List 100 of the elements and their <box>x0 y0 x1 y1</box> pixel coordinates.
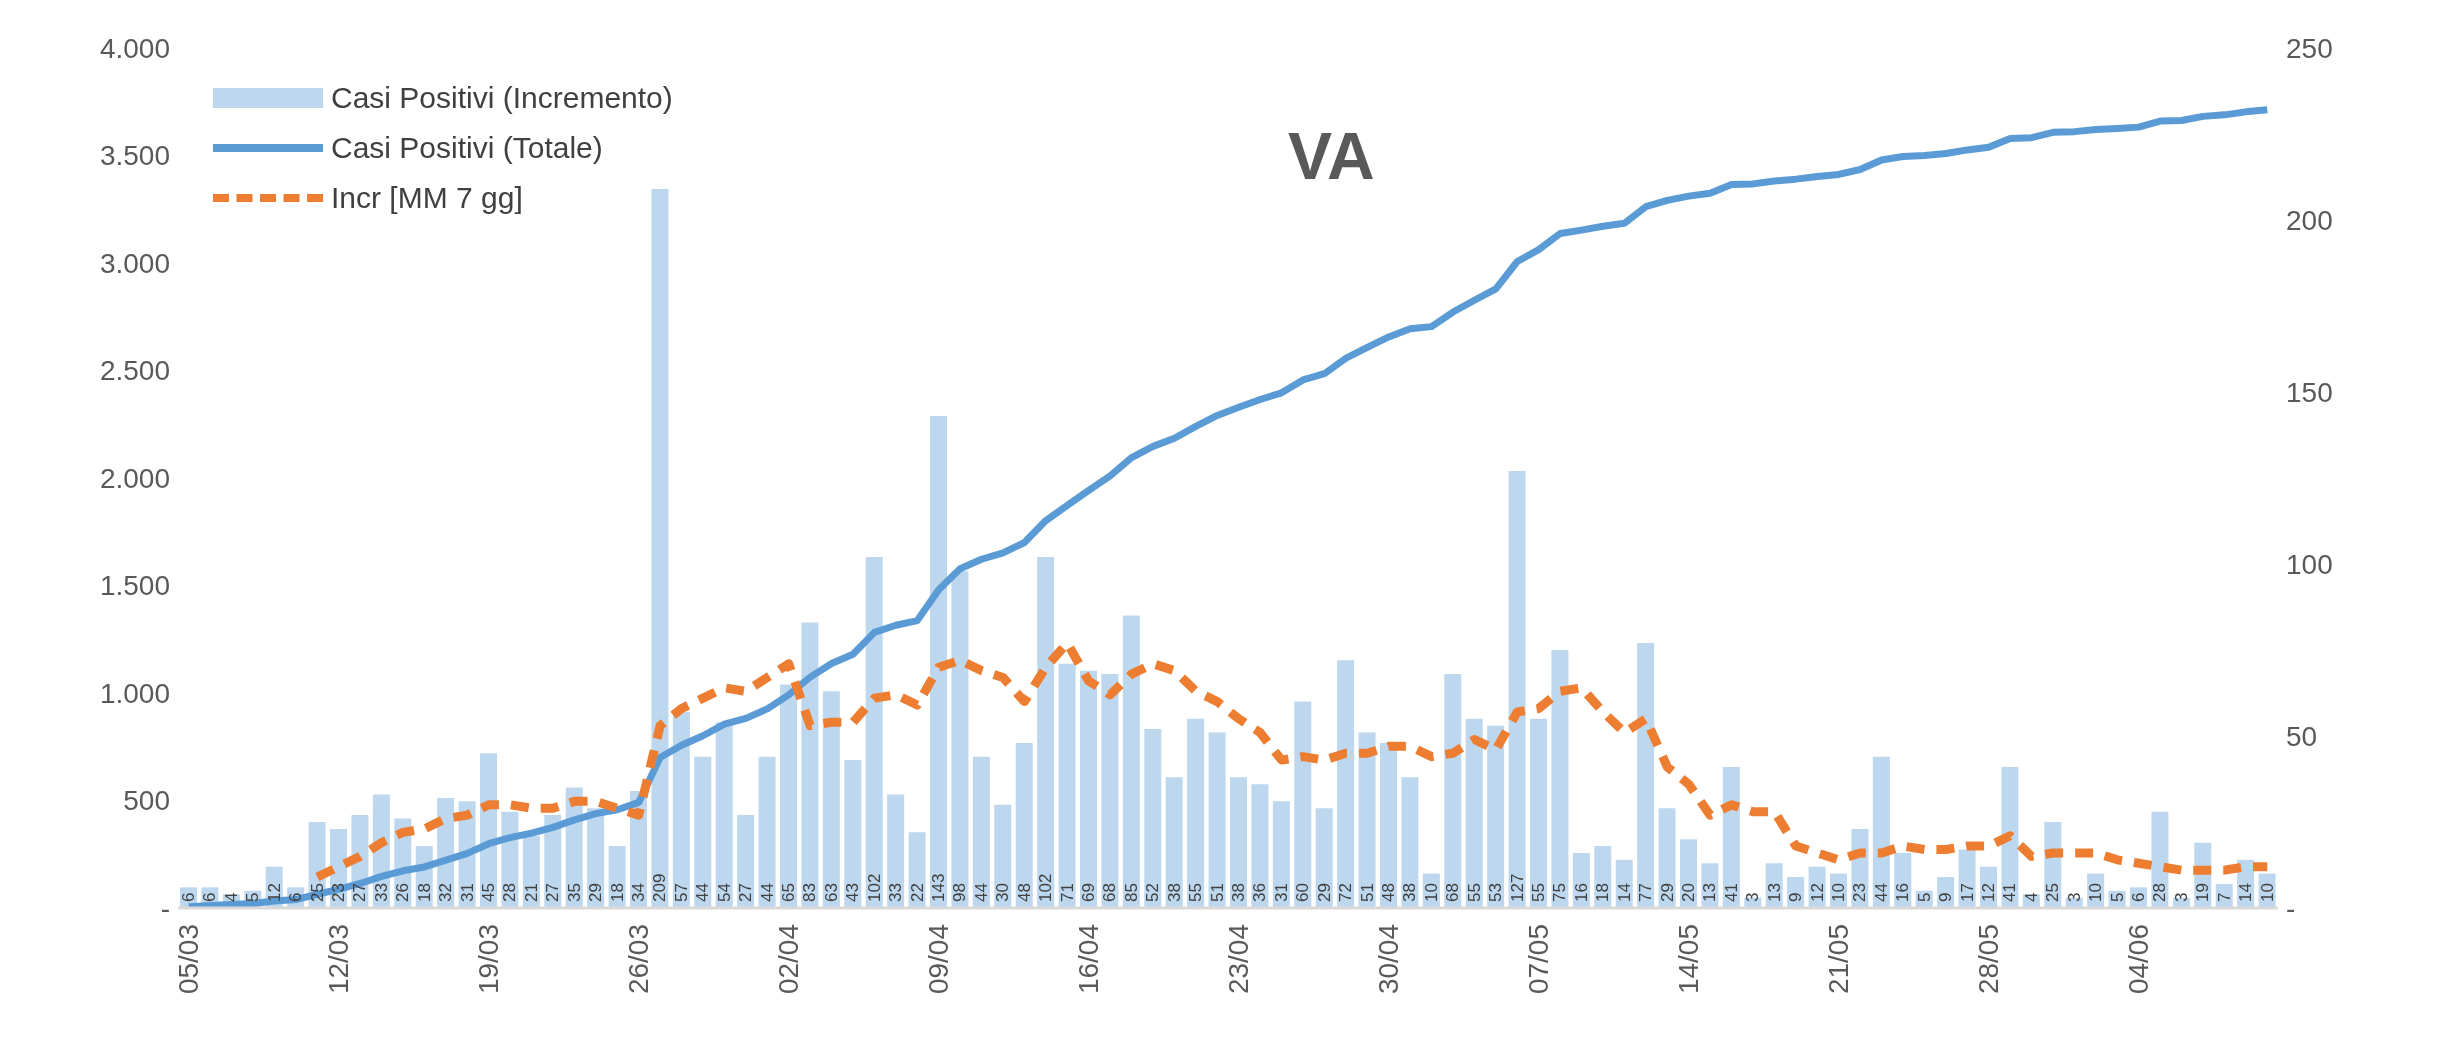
legend-label: Casi Positivi (Totale) <box>331 131 603 165</box>
bar <box>1144 729 1162 908</box>
data-label: 68 <box>1443 883 1463 902</box>
data-label: 102 <box>864 873 884 902</box>
data-label: 3 <box>1743 892 1763 902</box>
bar <box>1315 808 1333 908</box>
bar <box>1208 732 1226 908</box>
text: VA <box>1288 118 1375 194</box>
data-label: 10 <box>2086 883 2106 902</box>
data-label: 60 <box>1293 883 1313 902</box>
data-label: 68 <box>1100 883 1120 902</box>
data-label: 29 <box>1657 883 1677 902</box>
data-label: 4 <box>2021 892 2041 902</box>
bar <box>1444 674 1462 908</box>
x-tick-label: 23/04 <box>1223 924 1255 995</box>
data-label: 6 <box>286 892 306 902</box>
data-label: 6 <box>200 892 220 902</box>
data-label: 48 <box>1014 883 1034 902</box>
bar <box>758 756 776 908</box>
y2-tick-label: 150 <box>2286 376 2333 408</box>
data-label: 7 <box>2214 892 2234 902</box>
data-label: 48 <box>1379 883 1398 902</box>
data-label: 38 <box>1229 883 1248 902</box>
bar <box>972 756 990 908</box>
bar <box>1380 742 1397 908</box>
data-label: 30 <box>993 883 1013 902</box>
bar <box>2001 766 2019 908</box>
data-label: 32 <box>436 883 456 902</box>
data-label: 65 <box>779 883 798 902</box>
data-label: 33 <box>371 883 391 902</box>
data-label: 5 <box>1914 892 1934 902</box>
bar <box>737 815 755 908</box>
data-label: 13 <box>1764 883 1784 902</box>
data-label: 5 <box>2107 892 2127 902</box>
data-label: 69 <box>1079 883 1098 902</box>
data-label: 17 <box>1957 883 1977 902</box>
bar <box>715 722 733 908</box>
bar <box>1294 701 1312 908</box>
bar <box>994 804 1012 908</box>
data-label: 209 <box>650 873 670 902</box>
x-tick-label: 05/03 <box>173 924 205 995</box>
bar <box>1337 660 1355 908</box>
data-label: 36 <box>1250 883 1270 902</box>
x-tick-label: 16/04 <box>1073 924 1105 995</box>
data-label: 9 <box>1936 892 1956 902</box>
y-tick-label: 2.000 <box>99 462 170 494</box>
y-tick-label: 3.500 <box>99 140 170 172</box>
x-tick-label: 30/04 <box>1373 924 1405 995</box>
data-label: 55 <box>1186 883 1206 902</box>
data-label: 9 <box>1786 892 1806 902</box>
data-label: 63 <box>821 883 841 902</box>
data-label: 31 <box>457 883 477 902</box>
bar <box>694 756 712 908</box>
data-label: 43 <box>843 883 863 902</box>
bar <box>1165 777 1183 908</box>
bar <box>780 684 797 908</box>
bar <box>1872 756 1890 908</box>
data-label: 57 <box>671 883 691 902</box>
y2-tick-label: 200 <box>2286 204 2333 236</box>
data-label: 44 <box>757 883 777 902</box>
data-label: 28 <box>500 883 520 902</box>
bar <box>865 557 883 908</box>
bar <box>1465 718 1483 908</box>
y2-tick-label: 50 <box>2286 720 2318 752</box>
data-label: 29 <box>586 883 606 902</box>
bar <box>887 794 905 908</box>
data-label: 55 <box>1529 883 1548 902</box>
y-tick-label: - <box>160 892 170 924</box>
data-label: 13 <box>1700 883 1720 902</box>
bar <box>1530 718 1547 908</box>
bar <box>1015 742 1033 908</box>
data-label: 14 <box>1614 883 1634 902</box>
data-label: 34 <box>629 883 648 902</box>
x-tick-label: 09/04 <box>923 924 955 995</box>
bar <box>1080 670 1097 908</box>
x-tick-label: 21/05 <box>1823 924 1855 995</box>
x-tick-label: 02/04 <box>773 924 805 995</box>
bar <box>930 416 947 908</box>
data-label: 27 <box>543 883 563 902</box>
data-label: 98 <box>950 883 970 902</box>
data-label: 54 <box>714 883 734 902</box>
bar <box>1101 674 1119 908</box>
data-label: 44 <box>971 883 991 902</box>
bar <box>801 622 819 908</box>
data-label: 26 <box>393 883 413 902</box>
data-label: 31 <box>1271 883 1291 902</box>
data-label: 29 <box>1314 883 1334 902</box>
data-label: 6 <box>2129 892 2148 902</box>
x-tick-label: 07/05 <box>1523 924 1555 995</box>
bar <box>822 691 840 908</box>
bar <box>1658 808 1676 908</box>
bar <box>1637 643 1655 908</box>
data-label: 16 <box>1893 883 1913 902</box>
y-tick-label: 4.000 <box>99 32 170 64</box>
bar <box>951 570 969 908</box>
data-label: 20 <box>1679 883 1698 902</box>
data-label: 22 <box>907 883 927 902</box>
data-label: 44 <box>693 883 713 902</box>
x-tick-label: 28/05 <box>1973 924 2005 995</box>
bar <box>1401 777 1419 908</box>
